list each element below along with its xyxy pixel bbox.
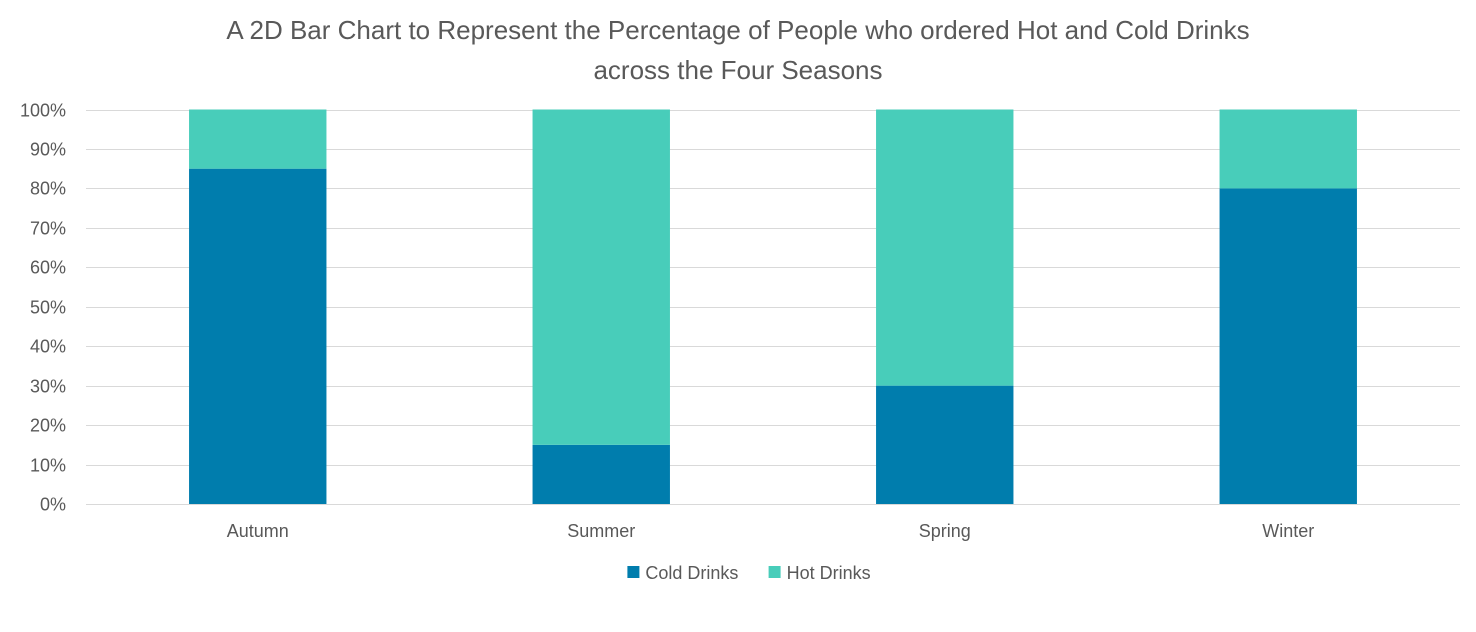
bar-cold-drinks <box>532 444 670 504</box>
y-tick-label: 20% <box>30 416 66 436</box>
bar-cold-drinks <box>1219 188 1357 504</box>
y-tick-label: 40% <box>30 337 66 357</box>
bar-hot-drinks <box>1219 109 1357 189</box>
legend-label: Hot Drinks <box>787 563 871 583</box>
y-tick-label: 90% <box>30 140 66 160</box>
bar-cold-drinks <box>876 385 1014 504</box>
legend-label: Cold Drinks <box>645 563 738 583</box>
chart-title-line-1: A 2D Bar Chart to Represent the Percenta… <box>226 15 1250 45</box>
y-tick-label: 10% <box>30 456 66 476</box>
bar-hot-drinks <box>876 109 1014 386</box>
y-tick-label: 30% <box>30 377 66 397</box>
chart-title: A 2D Bar Chart to Represent the Percenta… <box>0 10 1476 90</box>
y-tick-label: 80% <box>30 179 66 199</box>
bar-cold-drinks <box>189 168 327 505</box>
bar-hot-drinks <box>532 109 670 445</box>
chart-title-line-2: across the Four Seasons <box>593 55 883 85</box>
y-tick-label: 50% <box>30 298 66 318</box>
y-tick-label: 60% <box>30 258 66 278</box>
legend-swatch <box>627 566 640 578</box>
y-tick-label: 0% <box>40 495 66 515</box>
y-tick-label: 100% <box>20 101 66 121</box>
x-tick-label: Autumn <box>227 521 289 541</box>
y-tick-label: 70% <box>30 219 66 239</box>
x-tick-label: Spring <box>919 521 971 541</box>
x-tick-label: Summer <box>567 521 635 541</box>
x-tick-label: Winter <box>1262 521 1314 541</box>
bar-hot-drinks <box>189 109 327 169</box>
legend-swatch <box>768 566 781 578</box>
